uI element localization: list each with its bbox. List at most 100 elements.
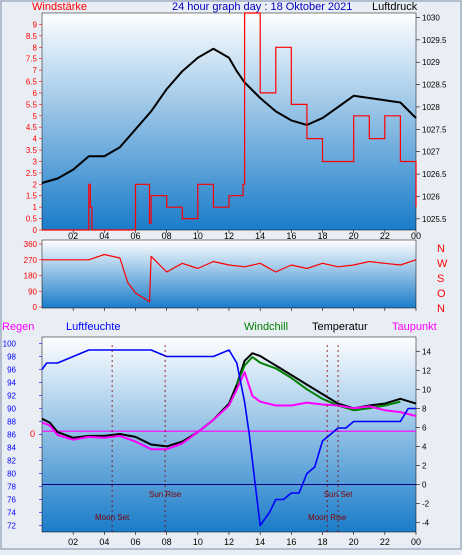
- pressure-ytick-label: 1025.5: [422, 215, 447, 224]
- temperature-ytick-label: 8: [422, 404, 427, 413]
- p1-xtick-label: 08: [162, 231, 172, 241]
- wind-ytick-label: 3.5: [26, 146, 38, 155]
- humidity-ytick-label: 76: [7, 496, 16, 505]
- humidity-ytick-label: 94: [7, 379, 16, 388]
- temperature-ytick-label: 4: [422, 442, 427, 451]
- p1-xtick-label: 18: [317, 231, 327, 241]
- p3-xtick-label: 14: [255, 537, 265, 547]
- dewpoint-label: Taupunkt: [392, 321, 437, 333]
- series-luftfeuchte: [41, 349, 416, 527]
- wind-ytick-label: 9: [33, 20, 38, 29]
- humidity-ytick-label: 86: [7, 431, 16, 440]
- series-windchill: [235, 356, 401, 412]
- wind-ytick-label: 3: [33, 157, 38, 166]
- compass-label: N: [437, 243, 445, 255]
- wind-ytick-label: 5: [33, 112, 38, 121]
- wind-ytick-label: 2: [33, 180, 38, 189]
- p3-xtick-label: 16: [286, 537, 296, 547]
- p3-xtick-label: 10: [193, 537, 203, 547]
- temperature-ytick-label: -2: [422, 499, 430, 508]
- humidity-ytick-label: 72: [7, 522, 16, 531]
- wind-ytick-label: 1.5: [26, 192, 38, 201]
- wind-ytick-label: 4: [33, 135, 38, 144]
- moon-set-label: Moon Set: [95, 513, 130, 522]
- p1-xtick-label: 04: [99, 231, 109, 241]
- chart-title: 24 hour graph day : 18 Oktober 2021: [172, 1, 352, 13]
- p1-xtick-label: 22: [380, 231, 390, 241]
- p3-xtick-label: 22: [380, 537, 390, 547]
- sun-rise-label: Sun Rise: [149, 490, 182, 499]
- p1-xtick-label: 14: [255, 231, 265, 241]
- pressure-ytick-label: 1028.5: [422, 81, 447, 90]
- humidity-ytick-label: 78: [7, 483, 16, 492]
- direction-ytick-label: 360: [24, 240, 38, 249]
- p3-xtick-label: 18: [317, 537, 327, 547]
- direction-ytick-label: 270: [24, 256, 38, 265]
- pressure-ytick-label: 1029.5: [422, 36, 447, 45]
- p1-xtick-label: 02: [68, 231, 78, 241]
- temperature-ytick-label: 2: [422, 461, 427, 470]
- wind-ytick-label: 2.5: [26, 169, 38, 178]
- wind-ytick-label: 4.5: [26, 123, 38, 132]
- rain-label: Regen: [2, 321, 34, 333]
- humidity-ytick-label: 92: [7, 392, 16, 401]
- p1-xtick-label: 12: [224, 231, 234, 241]
- compass-label: S: [437, 273, 444, 285]
- p3-xtick-label: 00: [411, 537, 421, 547]
- wind-ytick-label: 7.5: [26, 55, 38, 64]
- p1-xtick-label: 06: [130, 231, 140, 241]
- pressure-ytick-label: 1030: [422, 13, 440, 22]
- p3-xtick-label: 12: [224, 537, 234, 547]
- wind-ytick-label: 6.5: [26, 78, 38, 87]
- temperature-ytick-label: 10: [422, 385, 431, 394]
- temperature-ytick-label: -4: [422, 518, 430, 527]
- p3-xtick-label: 20: [349, 537, 359, 547]
- humidity-ytick-label: 88: [7, 418, 16, 427]
- direction-ytick-label: 180: [24, 272, 38, 281]
- humidity-ytick-label: 82: [7, 457, 16, 466]
- temperature-ytick-label: 6: [422, 423, 427, 432]
- rain-zero-label: 0: [30, 429, 35, 439]
- temperature-humidity-plot-area: [41, 336, 417, 533]
- wind-ytick-label: 8: [33, 43, 38, 52]
- p1-xtick-label: 16: [286, 231, 296, 241]
- p1-xtick-label: 20: [349, 231, 359, 241]
- humidity-ytick-label: 100: [3, 340, 17, 349]
- wind-ytick-label: 8.5: [26, 32, 38, 41]
- humidity-ytick-label: 90: [7, 405, 16, 414]
- direction-ytick-label: 90: [28, 287, 37, 296]
- pressure-ytick-label: 1027.5: [422, 125, 447, 134]
- pressure-ytick-label: 1026.5: [422, 170, 447, 179]
- p1-xtick-label: 00: [411, 231, 421, 241]
- wind-direction-line: [42, 253, 417, 303]
- p3-xtick-label: 04: [99, 537, 109, 547]
- windchill-label: Windchill: [244, 321, 288, 333]
- compass-label: W: [437, 258, 448, 270]
- temperature-ytick-label: 0: [422, 480, 427, 489]
- humidity-ytick-label: 84: [7, 444, 16, 453]
- wind-speed-line: [42, 12, 417, 231]
- pressure-line: [41, 47, 417, 184]
- p3-xtick-label: 08: [162, 537, 172, 547]
- moon-rise-label: Moon Rise: [308, 513, 347, 522]
- sun-set-label: Sun Set: [324, 490, 353, 499]
- pressure-ytick-label: 1027: [422, 148, 440, 157]
- wind-axis-label: Windstärke: [32, 1, 87, 13]
- pressure-ytick-label: 1029: [422, 58, 440, 67]
- compass-label: O: [437, 288, 446, 300]
- humidity-ytick-label: 96: [7, 366, 16, 375]
- direction-ytick-label: 0: [33, 303, 38, 312]
- wind-ytick-label: 0.5: [26, 215, 38, 224]
- wind-ytick-label: 0: [33, 226, 38, 235]
- p1-xtick-label: 10: [193, 231, 203, 241]
- compass-label: N: [437, 303, 445, 315]
- wind-ytick-label: 7: [33, 66, 38, 75]
- pressure-axis-label: Luftdruck: [372, 1, 418, 13]
- wind-direction-plot-area: [41, 239, 417, 309]
- humidity-ytick-label: 98: [7, 353, 16, 362]
- p3-xtick-label: 02: [68, 537, 78, 547]
- humidity-ytick-label: 80: [7, 470, 16, 479]
- temperature-ytick-label: 14: [422, 347, 431, 356]
